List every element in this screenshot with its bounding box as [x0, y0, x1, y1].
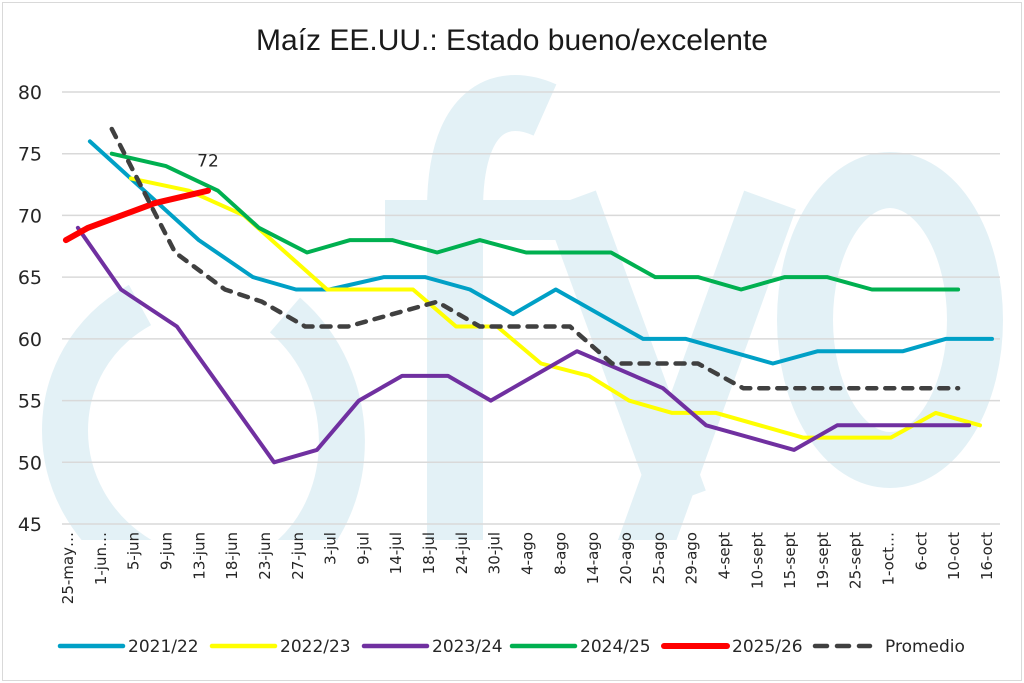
x-tick-label: 18-jun — [223, 532, 241, 580]
x-axis: 25-may… 1-jun… 5-jun 9-jun 13-jun 18-jun 23-ju… — [59, 532, 996, 604]
x-tick-label: 4-sept — [715, 532, 733, 580]
watermark-letter-o — [777, 152, 1003, 488]
x-tick-label: 30-jul — [486, 532, 504, 574]
x-tick-label: 6-oct — [912, 532, 930, 571]
x-tick-label: 4-ago — [519, 532, 537, 575]
x-tick-label: 25-sept — [847, 532, 865, 589]
x-tick-label: 10-oct — [945, 532, 963, 580]
gridlines — [62, 91, 1000, 525]
series-line-2024-25 — [109, 151, 961, 292]
x-tick-label: 27-jun — [289, 532, 307, 580]
legend-label: 2021/22 — [128, 637, 199, 657]
series-line-2023-24 — [75, 225, 972, 465]
series-line-promedio — [109, 126, 961, 391]
y-tick-label: 75 — [18, 144, 42, 166]
x-tick-label: 5-jun — [125, 532, 143, 570]
y-tick-label: 45 — [18, 514, 42, 536]
x-tick-label: 8-ago — [551, 532, 569, 575]
data-labels: 72 — [197, 152, 219, 172]
x-tick-label: 13-jun — [190, 532, 208, 580]
x-tick-label: 24-jul — [453, 532, 471, 574]
x-tick-label: 16-oct — [978, 532, 996, 580]
fyo-watermark — [42, 75, 1003, 540]
y-tick-label: 60 — [18, 329, 42, 351]
watermark-letter-y — [544, 190, 796, 540]
x-tick-label: 25-may… — [59, 532, 77, 604]
x-tick-label: 20-ago — [617, 532, 635, 584]
watermark-paren-right — [269, 297, 365, 540]
y-tick-label: 70 — [18, 205, 42, 227]
legend-label: 2025/26 — [732, 637, 803, 657]
legend-label: Promedio — [885, 637, 965, 657]
y-tick-label: 80 — [18, 82, 42, 104]
x-tick-label: 14-ago — [584, 532, 602, 584]
data-label: 72 — [197, 152, 219, 172]
x-tick-label: 1-oct… — [880, 532, 898, 586]
y-tick-label: 55 — [18, 391, 42, 413]
x-tick-label: 25-ago — [650, 532, 668, 584]
series-line-2025-26 — [62, 187, 211, 244]
x-tick-label: 29-ago — [683, 532, 701, 584]
legend-label: 2022/23 — [280, 637, 351, 657]
watermark-letter-f — [427, 75, 557, 540]
x-tick-label: 15-sept — [781, 532, 799, 589]
x-tick-label: 19-sept — [814, 532, 832, 589]
watermark-f-bar — [385, 200, 575, 240]
series-line-2022-23 — [128, 176, 982, 440]
x-tick-label: 23-jun — [256, 532, 274, 580]
watermark-paren-left — [42, 284, 152, 540]
series-lines — [62, 126, 994, 465]
legend-label: 2023/24 — [432, 637, 503, 657]
series-line-2021-22 — [87, 139, 994, 366]
legend: 2021/22 2022/23 2023/24 2024/25 2025/26 Prome… — [57, 637, 965, 657]
x-tick-label: 14-jul — [387, 532, 405, 574]
legend-label: 2024/25 — [580, 637, 651, 657]
x-tick-label: 9-jun — [157, 532, 175, 570]
x-tick-label: 18-jul — [420, 532, 438, 574]
chart-title: Maíz EE.UU.: Estado bueno/excelente — [256, 24, 768, 57]
x-tick-label: 10-sept — [748, 532, 766, 589]
x-tick-label: 9-jul — [354, 532, 372, 565]
x-tick-label: 3-jul — [322, 532, 340, 565]
y-tick-label: 50 — [18, 452, 42, 474]
x-tick-label: 1-jun… — [92, 532, 110, 585]
y-tick-label: 65 — [18, 267, 42, 289]
y-axis: 80 75 70 65 60 55 50 45 — [18, 82, 42, 536]
